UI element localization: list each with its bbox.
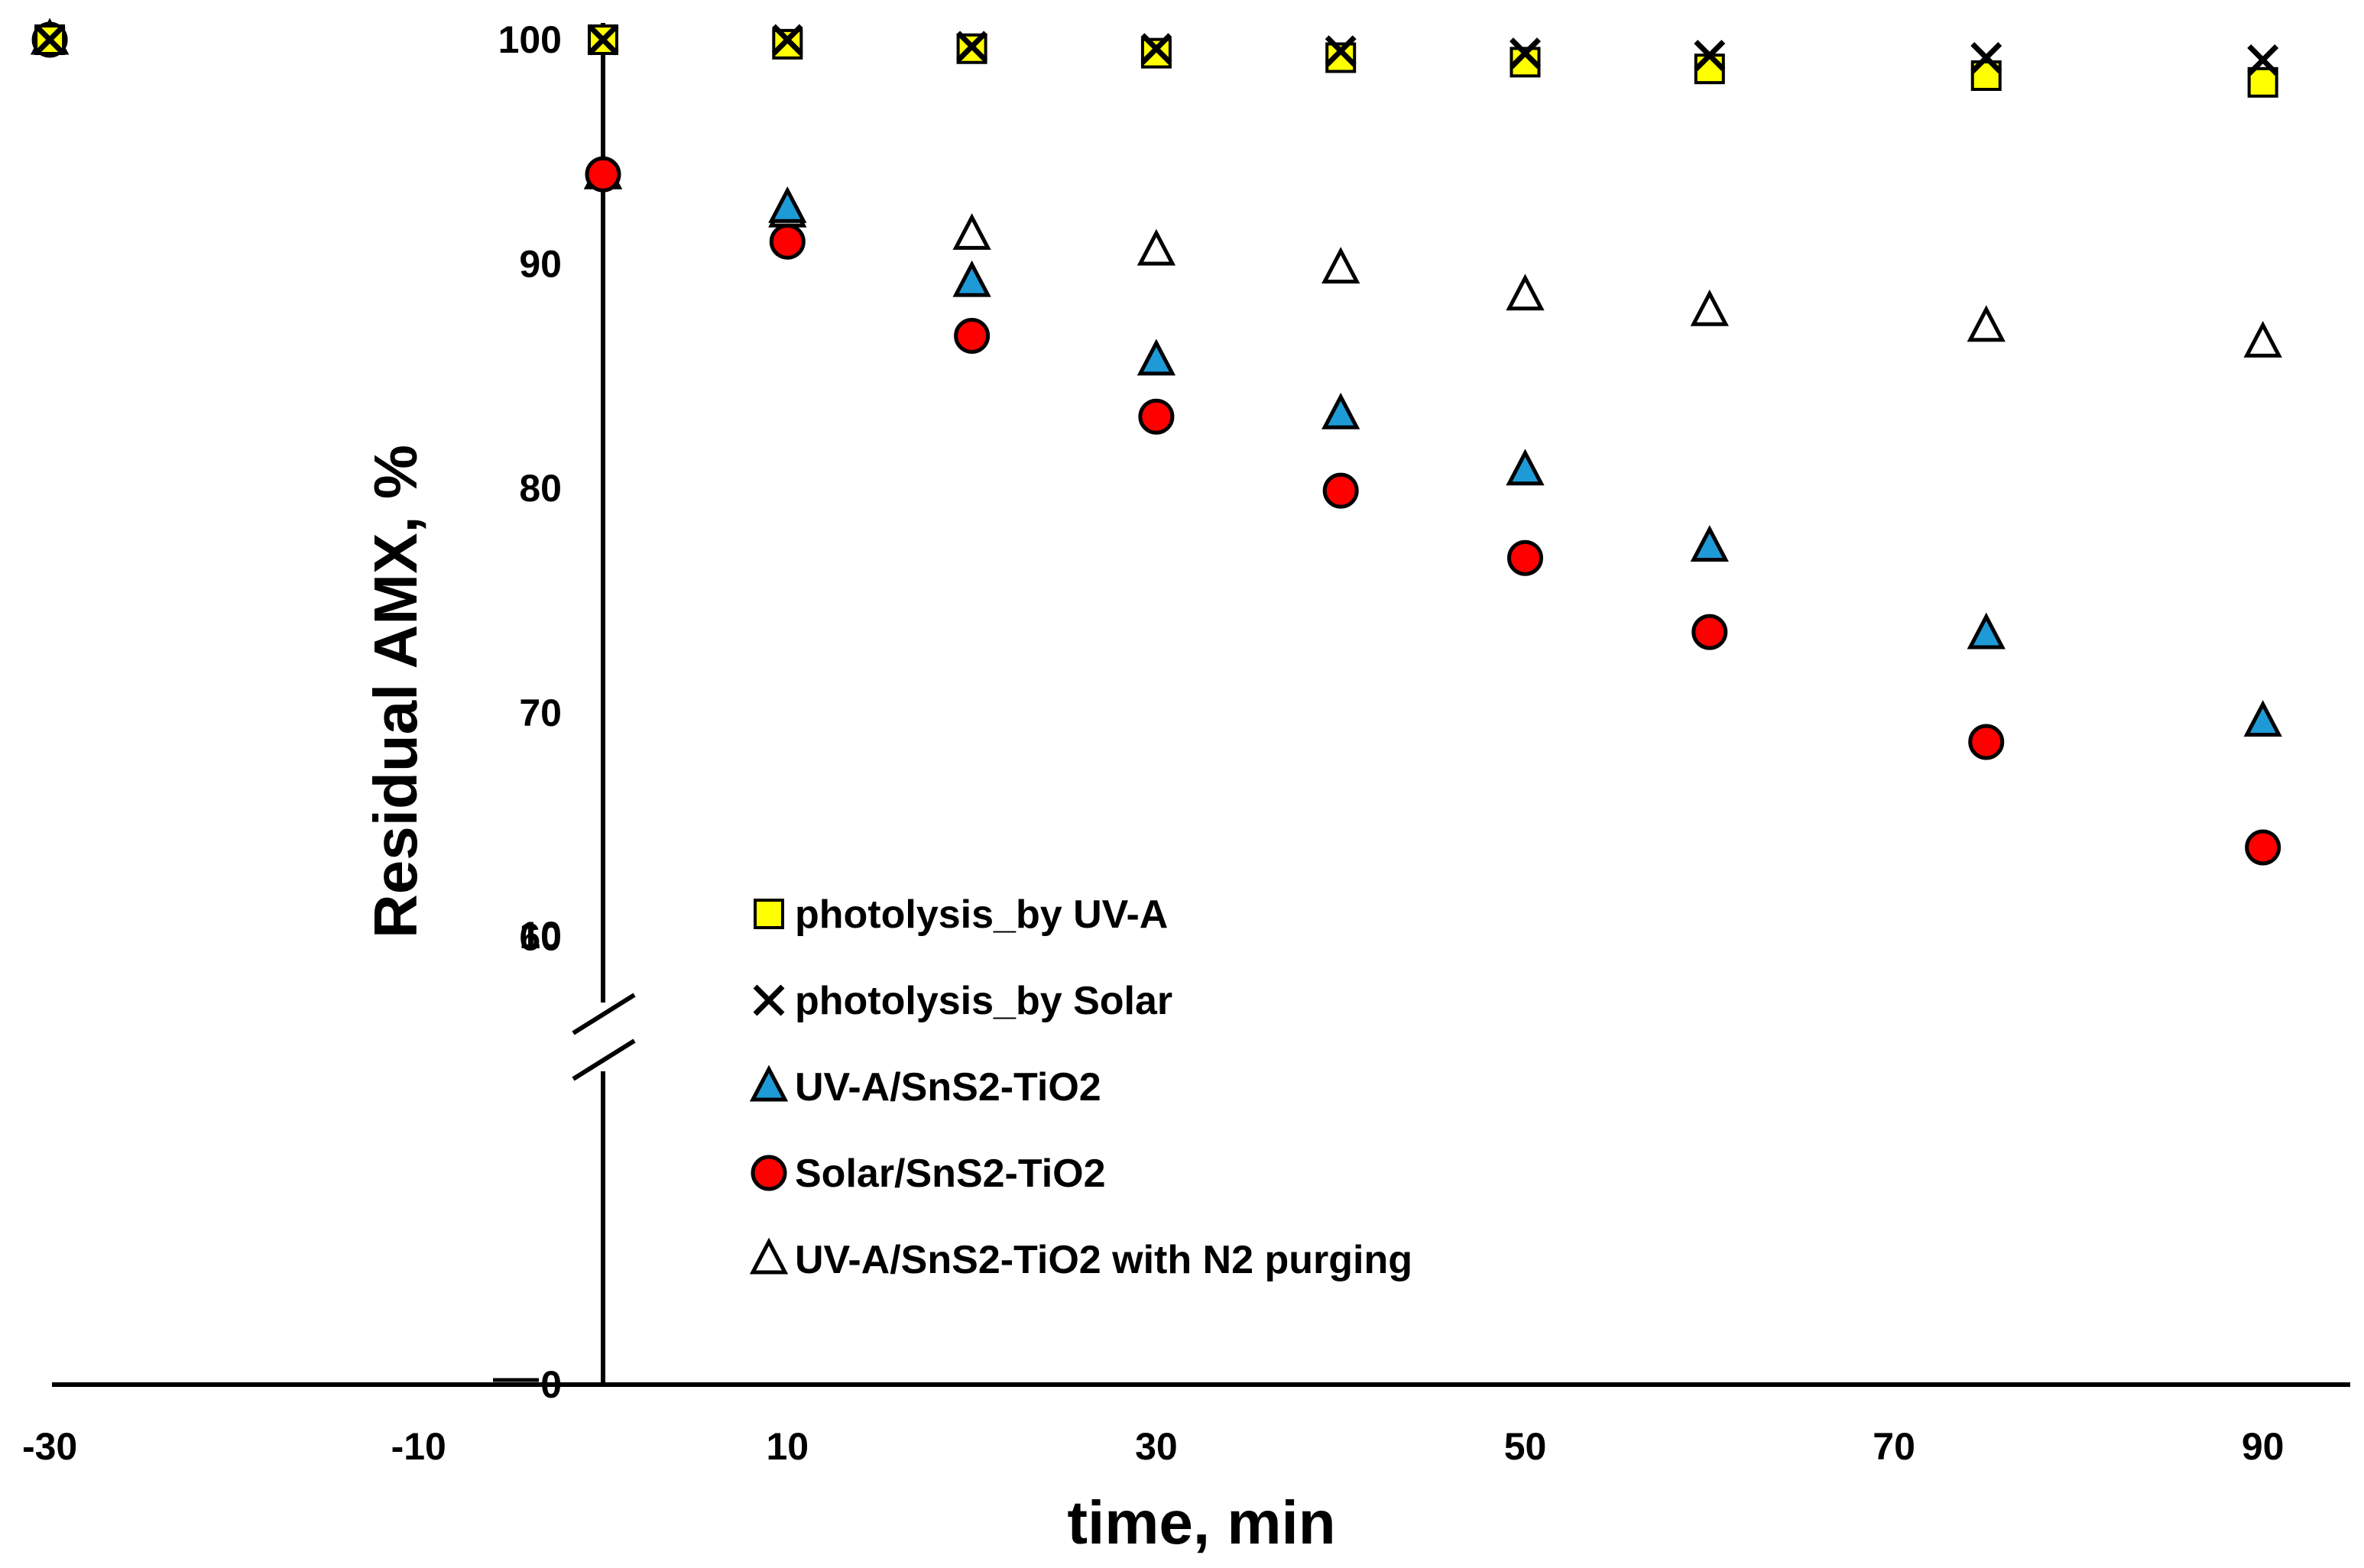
x-tick-label: 70 xyxy=(1873,1425,1915,1468)
legend-marker xyxy=(751,1155,787,1191)
x-tick-label: -10 xyxy=(391,1425,446,1468)
x-tick-label: 10 xyxy=(766,1425,809,1468)
legend-label: UV-A/SnS2-TiO2 xyxy=(795,1065,1101,1110)
data-point xyxy=(1967,305,2006,342)
y-axis-title: Residual AMX, % xyxy=(362,445,430,938)
data-point xyxy=(1970,42,2002,73)
legend-marker xyxy=(753,984,785,1016)
data-point xyxy=(2247,44,2279,76)
data-point xyxy=(1690,525,1729,562)
data-point xyxy=(1507,539,1543,576)
legend-label: Solar/SnS2-TiO2 xyxy=(795,1152,1106,1196)
data-point xyxy=(2245,829,2281,866)
data-point xyxy=(954,318,991,355)
data-point xyxy=(1138,398,1175,435)
data-point xyxy=(1140,33,1172,65)
legend-label: photolysis_by Solar xyxy=(795,979,1172,1023)
data-point xyxy=(2243,700,2282,737)
data-point xyxy=(1967,612,2006,650)
legend-label: photolysis_by UV-A xyxy=(795,893,1168,937)
data-point xyxy=(769,223,806,260)
data-point xyxy=(1325,35,1357,67)
x-axis-title: time, min xyxy=(1067,1489,1335,1557)
data-point xyxy=(956,31,988,63)
data-point xyxy=(768,186,807,223)
data-point xyxy=(1691,614,1728,650)
data-point xyxy=(1137,339,1176,376)
data-point xyxy=(1694,53,1725,85)
y-tick-label: 10 xyxy=(519,914,562,957)
data-point xyxy=(1322,472,1359,509)
data-point xyxy=(585,156,621,193)
y-tick-label: 90 xyxy=(519,243,562,286)
data-point xyxy=(771,24,803,56)
x-tick-label: 30 xyxy=(1135,1425,1178,1468)
data-point xyxy=(1321,392,1360,429)
y-tick-label: 70 xyxy=(519,692,562,734)
x-tick-label: 50 xyxy=(1504,1425,1547,1468)
legend-label: UV-A/SnS2-TiO2 with N2 purging xyxy=(795,1238,1412,1282)
data-point xyxy=(1506,449,1545,486)
data-point xyxy=(952,213,991,250)
data-point xyxy=(1510,37,1541,70)
data-point xyxy=(1137,228,1176,266)
y-tick-label: 0 xyxy=(540,1363,562,1406)
data-point xyxy=(772,28,803,60)
axis-break-mark-lower xyxy=(572,1038,636,1081)
data-point xyxy=(1140,37,1172,69)
x-tick-label: -30 xyxy=(22,1425,77,1468)
legend-marker xyxy=(749,1064,789,1102)
data-point xyxy=(1694,40,1726,72)
legend-marker xyxy=(754,899,784,929)
y-tick-label: 100 xyxy=(498,18,562,61)
x-tick-label: 90 xyxy=(2242,1425,2285,1468)
data-point xyxy=(952,260,991,297)
data-point xyxy=(1321,247,1360,283)
data-point xyxy=(2247,66,2278,98)
data-point xyxy=(34,24,66,56)
data-points xyxy=(30,18,2282,866)
data-point xyxy=(1506,274,1545,311)
y-tick-label: 60 xyxy=(519,915,562,958)
data-point xyxy=(1690,289,1729,326)
data-point xyxy=(587,24,619,56)
x-tick-labels: -30 -10 10 30 50 70 90 xyxy=(22,1425,2285,1468)
axis-break-mark-upper xyxy=(572,993,636,1035)
data-point xyxy=(1968,724,2005,760)
y-tick-label: 80 xyxy=(519,467,562,510)
legend-marker xyxy=(749,1237,789,1275)
data-point xyxy=(2243,320,2282,358)
legend: photolysis_by UV-A photolysis_by Solar UV-… xyxy=(749,893,1412,1282)
